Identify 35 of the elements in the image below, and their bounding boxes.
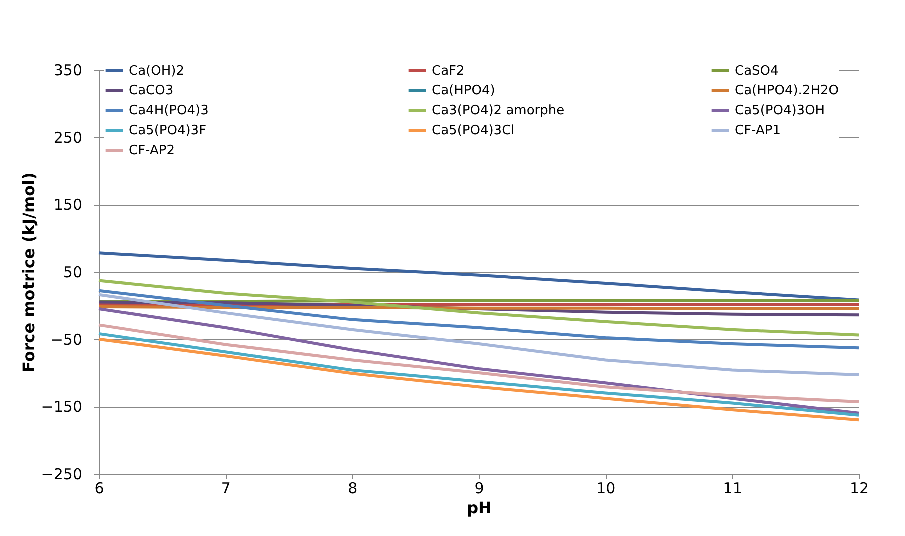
line-series — [98, 279, 860, 337]
x-tick-label: 10 — [596, 480, 616, 498]
legend-label: Ca(HPO4).2H2O — [735, 84, 839, 98]
y-tick-label: 50 — [63, 264, 82, 282]
legend-label: CF-AP2 — [129, 144, 175, 158]
legend-label: Ca5(PO4)3F — [129, 124, 207, 138]
x-tick-label: 6 — [94, 480, 104, 498]
x-tick-label: 7 — [221, 480, 231, 498]
legend-label: Ca(OH)2 — [129, 64, 184, 79]
y-tick-label: 350 — [54, 62, 82, 80]
y-axis-title: Force motrice (kJ/mol) — [19, 172, 38, 372]
y-tick-label: −150 — [41, 398, 82, 416]
legend-label: Ca4H(PO4)3 — [129, 104, 209, 118]
y-tick-label: −250 — [41, 466, 82, 484]
legend-label: CF-AP1 — [735, 124, 781, 138]
legend-label: Ca3(PO4)2 amorphe — [432, 104, 565, 118]
line-series — [98, 324, 860, 404]
line-series — [98, 293, 860, 377]
legend-label: Ca5(PO4)3OH — [735, 104, 826, 118]
y-tick-label: 250 — [54, 128, 82, 147]
x-axis-title: pH — [467, 498, 492, 518]
legend-label: Ca(HPO4) — [432, 84, 496, 98]
y-tick-label: 150 — [54, 196, 82, 214]
x-tick-label: 12 — [850, 480, 870, 498]
legend-label: CaCO3 — [129, 84, 174, 98]
legend-label: CaSO4 — [735, 64, 779, 79]
legend-label: CaF2 — [432, 64, 465, 79]
line-series — [98, 308, 860, 415]
legend-label: Ca5(PO4)3Cl — [432, 124, 515, 138]
line-series — [98, 289, 860, 350]
x-tick-label: 8 — [348, 480, 358, 498]
x-tick-label: 11 — [723, 480, 742, 498]
x-tick-label: 9 — [474, 480, 484, 498]
y-tick-label: −50 — [50, 330, 82, 349]
line-series — [98, 252, 860, 302]
